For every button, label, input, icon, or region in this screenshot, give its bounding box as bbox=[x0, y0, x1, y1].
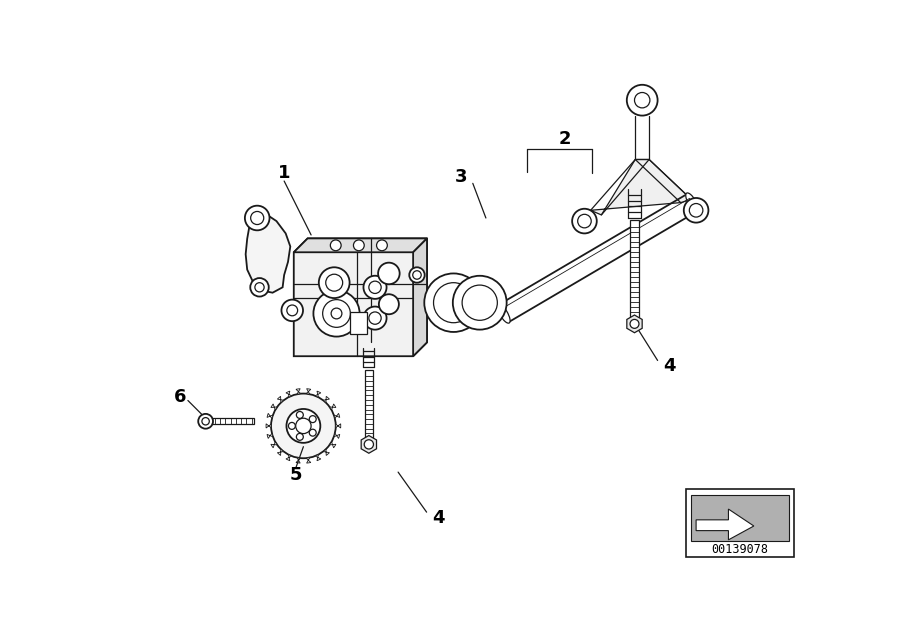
Polygon shape bbox=[323, 396, 329, 403]
Ellipse shape bbox=[686, 193, 698, 212]
Circle shape bbox=[413, 271, 421, 279]
Polygon shape bbox=[306, 457, 310, 463]
Polygon shape bbox=[306, 389, 310, 394]
Circle shape bbox=[296, 411, 303, 418]
Polygon shape bbox=[334, 433, 340, 438]
Text: 2: 2 bbox=[559, 130, 572, 148]
Bar bbox=[630, 219, 639, 319]
Text: 4: 4 bbox=[432, 509, 445, 527]
Circle shape bbox=[364, 307, 387, 329]
Polygon shape bbox=[626, 315, 643, 333]
Circle shape bbox=[326, 274, 343, 291]
Circle shape bbox=[379, 294, 399, 314]
Circle shape bbox=[296, 433, 303, 440]
Circle shape bbox=[684, 198, 708, 223]
Circle shape bbox=[287, 305, 298, 316]
Circle shape bbox=[354, 240, 364, 251]
Circle shape bbox=[245, 205, 269, 230]
Polygon shape bbox=[413, 238, 427, 356]
Circle shape bbox=[378, 263, 400, 284]
Circle shape bbox=[364, 276, 387, 299]
Circle shape bbox=[250, 278, 269, 296]
Circle shape bbox=[331, 308, 342, 319]
Circle shape bbox=[424, 273, 482, 332]
Polygon shape bbox=[361, 436, 376, 453]
Circle shape bbox=[198, 414, 213, 429]
Circle shape bbox=[310, 416, 316, 422]
Polygon shape bbox=[267, 413, 273, 418]
Circle shape bbox=[313, 291, 360, 336]
Circle shape bbox=[369, 281, 382, 293]
Circle shape bbox=[434, 282, 473, 322]
Polygon shape bbox=[590, 160, 691, 215]
Polygon shape bbox=[267, 433, 273, 438]
Circle shape bbox=[630, 319, 639, 328]
Polygon shape bbox=[293, 238, 427, 356]
Text: 5: 5 bbox=[290, 466, 302, 484]
Polygon shape bbox=[296, 389, 301, 394]
Circle shape bbox=[369, 312, 382, 324]
Circle shape bbox=[578, 214, 591, 228]
Circle shape bbox=[634, 92, 650, 108]
Bar bbox=[686, 489, 794, 556]
Polygon shape bbox=[334, 413, 340, 418]
Circle shape bbox=[202, 418, 210, 425]
Circle shape bbox=[453, 276, 507, 329]
Polygon shape bbox=[286, 391, 292, 398]
Circle shape bbox=[376, 240, 387, 251]
Polygon shape bbox=[271, 442, 277, 448]
Circle shape bbox=[296, 418, 311, 434]
Polygon shape bbox=[336, 424, 341, 428]
Ellipse shape bbox=[497, 304, 510, 323]
Polygon shape bbox=[271, 404, 277, 410]
Polygon shape bbox=[329, 442, 336, 448]
Text: 4: 4 bbox=[663, 357, 675, 375]
Polygon shape bbox=[323, 449, 329, 455]
Circle shape bbox=[572, 209, 597, 233]
Polygon shape bbox=[329, 404, 336, 410]
Circle shape bbox=[286, 409, 320, 443]
Text: 1: 1 bbox=[278, 164, 291, 183]
Text: 3: 3 bbox=[455, 168, 467, 186]
Polygon shape bbox=[212, 418, 254, 424]
Circle shape bbox=[319, 267, 349, 298]
Bar bbox=[690, 495, 789, 541]
Polygon shape bbox=[696, 509, 754, 540]
Polygon shape bbox=[293, 238, 427, 252]
Bar bbox=[349, 312, 366, 333]
Polygon shape bbox=[277, 449, 284, 455]
Circle shape bbox=[310, 429, 316, 436]
Polygon shape bbox=[246, 214, 291, 293]
Polygon shape bbox=[315, 455, 320, 460]
Circle shape bbox=[255, 282, 264, 292]
Polygon shape bbox=[266, 424, 271, 428]
Circle shape bbox=[689, 204, 703, 217]
Circle shape bbox=[410, 267, 425, 282]
Circle shape bbox=[330, 240, 341, 251]
Polygon shape bbox=[277, 396, 284, 403]
Polygon shape bbox=[315, 391, 320, 398]
Polygon shape bbox=[296, 457, 301, 463]
Circle shape bbox=[288, 422, 295, 429]
Bar bbox=[365, 370, 373, 439]
Circle shape bbox=[462, 285, 498, 321]
Text: 6: 6 bbox=[174, 387, 186, 406]
Circle shape bbox=[364, 439, 373, 449]
Circle shape bbox=[322, 300, 350, 328]
Circle shape bbox=[251, 211, 264, 225]
Text: 00139078: 00139078 bbox=[712, 543, 769, 556]
Circle shape bbox=[282, 300, 303, 321]
Polygon shape bbox=[286, 455, 292, 460]
Circle shape bbox=[626, 85, 658, 116]
Circle shape bbox=[271, 394, 336, 459]
